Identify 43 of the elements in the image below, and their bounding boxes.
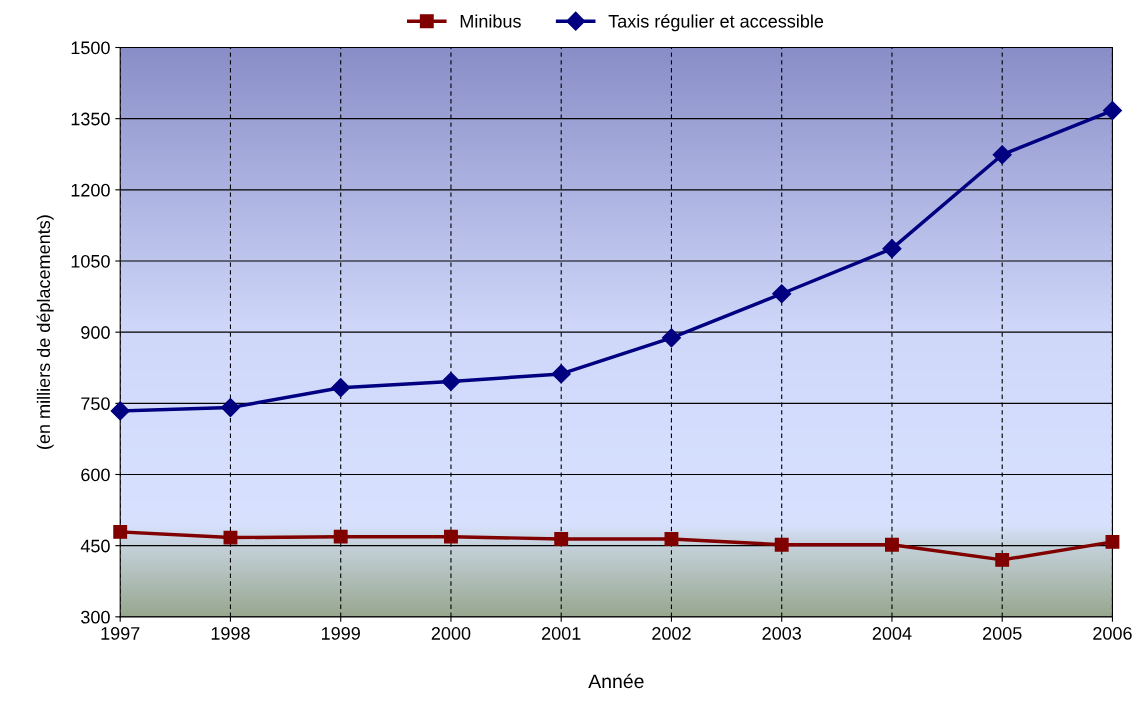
point: [1105, 534, 1120, 549]
y-tick-label: 1050: [71, 254, 110, 268]
point: [333, 529, 348, 544]
x-tick-label: 2001: [542, 627, 581, 640]
x-tick-label: 2004: [872, 627, 912, 640]
point: [882, 239, 902, 259]
y-tick-label: 750: [81, 397, 110, 411]
point: [774, 537, 789, 552]
y-tick-label: 450: [80, 539, 110, 553]
point: [444, 529, 458, 544]
legend-label: Minibus: [460, 14, 521, 28]
x-tick-label: 1999: [322, 627, 360, 640]
y-tick-label: 1200: [71, 183, 110, 197]
point: [441, 371, 461, 392]
point: [1102, 101, 1122, 121]
point: [113, 524, 128, 539]
legend-label: Taxis régulier et accessible: [608, 14, 824, 32]
point: [664, 532, 679, 546]
y-axis-title: (en milliers de déplacements): [36, 215, 54, 449]
point: [554, 532, 569, 546]
x-tick-label: 1997: [101, 627, 140, 640]
y-tick-label: 1500: [71, 41, 110, 55]
y-tick-label: 900: [81, 326, 110, 339]
x-tick-label: 2005: [983, 627, 1022, 640]
point: [110, 401, 130, 421]
point: [551, 364, 571, 384]
point: [992, 145, 1012, 165]
point: [223, 530, 238, 545]
x-tick-label: 2006: [1093, 627, 1132, 640]
point: [220, 398, 240, 418]
point: [331, 378, 351, 398]
y-tick-label: 600: [81, 468, 110, 482]
point: [661, 328, 681, 348]
y-tick-label: 1350: [71, 112, 110, 126]
x-tick-label: 2002: [652, 627, 691, 640]
x-tick-label: 2003: [762, 627, 801, 640]
point: [885, 537, 899, 552]
x-tick-label: 1998: [211, 627, 250, 640]
x-tick-label: 2000: [431, 627, 471, 640]
point: [772, 284, 792, 304]
x-axis-title: Année: [588, 673, 644, 689]
y-tick-label: 300: [81, 610, 110, 624]
point: [995, 552, 1010, 567]
